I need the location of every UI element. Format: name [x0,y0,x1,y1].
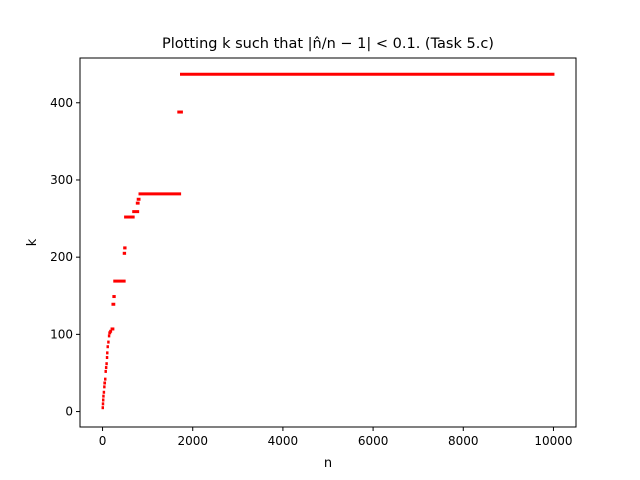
x-tick-label-6000: 6000 [358,434,389,448]
data-marks [101,72,555,410]
x-tick-label-10000: 10000 [534,434,572,448]
y-tick-label-200: 200 [50,250,73,264]
x-axis-label: n [324,456,332,471]
x-tick-label-4000: 4000 [268,434,299,448]
x-tick-label-2000: 2000 [177,434,208,448]
plot-frame [79,57,577,428]
y-tick-label-100: 100 [50,327,73,341]
y-axis-label: k [25,238,40,246]
x-axis: 0 2000 4000 6000 8000 10000 [99,427,573,448]
y-tick-label-0: 0 [65,405,73,419]
x-tick-label-8000: 8000 [448,434,479,448]
chart-title: Plotting k such that |n̂/n − 1| < 0.1. (… [162,36,494,52]
y-tick-label-300: 300 [50,173,73,187]
x-tick-label-0: 0 [99,434,107,448]
y-tick-label-400: 400 [50,96,73,110]
y-axis: 0 100 200 300 400 [50,96,80,419]
